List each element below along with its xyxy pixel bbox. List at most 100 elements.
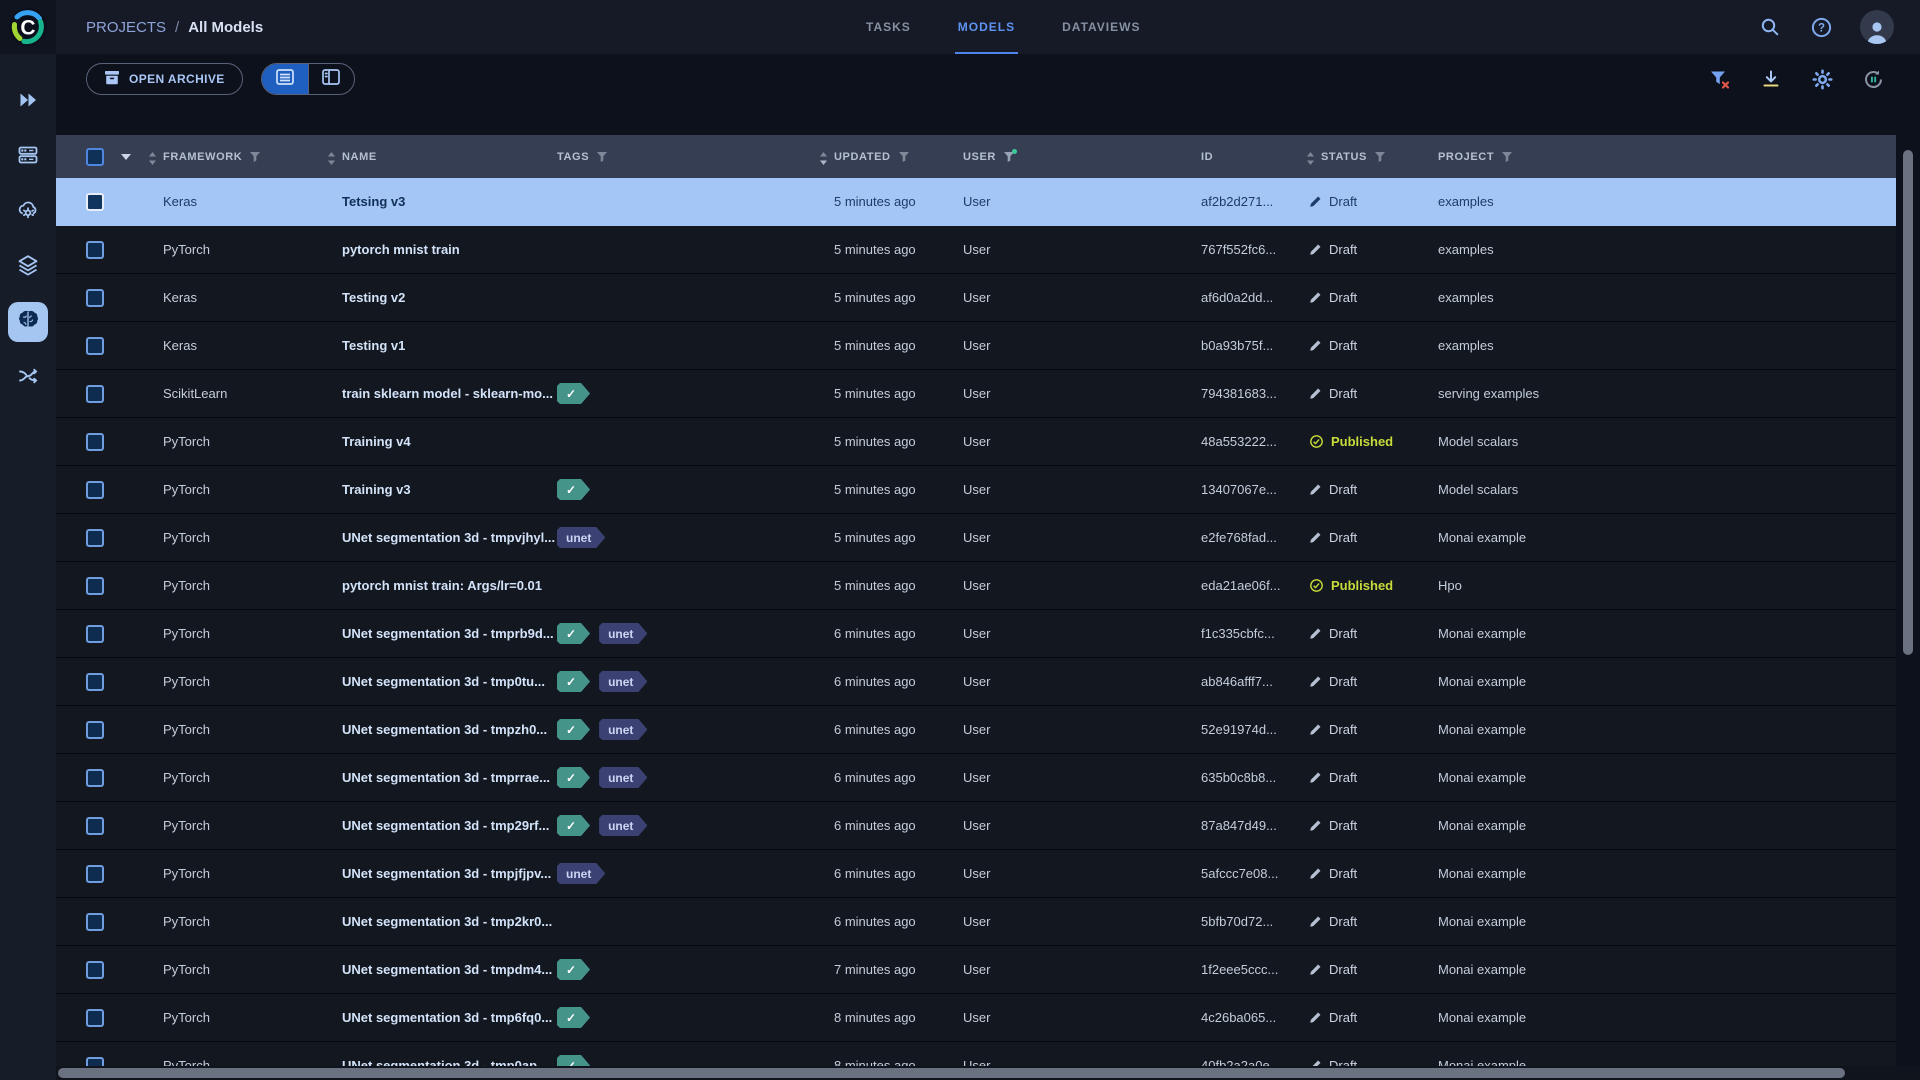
table-row[interactable]: PyTorch pytorch mnist train 5 minutes ag… <box>56 226 1896 274</box>
table-row[interactable]: PyTorch UNet segmentation 3d - tmp0ap...… <box>56 1042 1896 1066</box>
auto-refresh-icon[interactable] <box>1861 67 1885 91</box>
table-row[interactable]: Keras Testing v2 5 minutes ago User af6d… <box>56 274 1896 322</box>
table-row[interactable]: PyTorch Training v4 5 minutes ago User 4… <box>56 418 1896 466</box>
clear-filters-icon[interactable] <box>1708 67 1732 91</box>
id-cell[interactable]: 5afccc7e08... <box>1201 866 1321 881</box>
filter-icon[interactable] <box>249 151 261 163</box>
row-checkbox[interactable] <box>86 817 104 835</box>
tab-models[interactable]: MODELS <box>955 0 1018 54</box>
table-row[interactable]: PyTorch UNet segmentation 3d - tmp0tu...… <box>56 658 1896 706</box>
vertical-scrollbar[interactable] <box>1903 150 1913 655</box>
table-row[interactable]: Keras Testing v1 5 minutes ago User b0a9… <box>56 322 1896 370</box>
filter-icon[interactable] <box>1374 151 1386 163</box>
row-checkbox[interactable] <box>86 865 104 883</box>
row-checkbox[interactable] <box>86 769 104 787</box>
id-cell[interactable]: eda21ae06f... <box>1201 578 1321 593</box>
model-name-link[interactable]: pytorch mnist train <box>342 242 557 257</box>
header-updated-label[interactable]: UPDATED <box>834 151 891 163</box>
help-icon[interactable]: ? <box>1809 15 1833 39</box>
sort-icon[interactable] <box>819 152 828 165</box>
model-name-link[interactable]: Training v4 <box>342 434 557 449</box>
sidebar-item-applications[interactable] <box>8 192 48 232</box>
sidebar-item-datasets[interactable] <box>8 247 48 287</box>
table-row[interactable]: PyTorch UNet segmentation 3d - tmprb9d..… <box>56 610 1896 658</box>
row-checkbox[interactable] <box>86 337 104 355</box>
row-checkbox[interactable] <box>86 433 104 451</box>
row-checkbox[interactable] <box>86 721 104 739</box>
model-name-link[interactable]: UNet segmentation 3d - tmp0ap... <box>342 1058 557 1066</box>
table-settings-gear-icon[interactable] <box>1810 67 1834 91</box>
row-checkbox[interactable] <box>86 193 104 211</box>
filter-icon[interactable] <box>1501 151 1513 163</box>
sidebar-item-models[interactable] <box>8 302 48 342</box>
header-user-label[interactable]: USER <box>963 151 996 163</box>
id-cell[interactable]: 87a847d49... <box>1201 818 1321 833</box>
model-name-link[interactable]: UNet segmentation 3d - tmp0tu... <box>342 674 557 689</box>
model-name-link[interactable]: UNet segmentation 3d - tmp6fq0... <box>342 1010 557 1025</box>
split-view-toggle[interactable] <box>308 64 354 94</box>
row-checkbox[interactable] <box>86 961 104 979</box>
header-tags-label[interactable]: TAGS <box>557 151 589 163</box>
row-checkbox[interactable] <box>86 1009 104 1027</box>
filter-icon-active[interactable] <box>1003 151 1015 163</box>
filter-icon[interactable] <box>898 151 910 163</box>
profile-avatar[interactable] <box>1860 10 1894 44</box>
id-cell[interactable]: ab846afff7... <box>1201 674 1321 689</box>
id-cell[interactable]: 1f2eee5ccc... <box>1201 962 1321 977</box>
table-row[interactable]: PyTorch UNet segmentation 3d - tmp2kr0..… <box>56 898 1896 946</box>
sidebar-item-projects[interactable] <box>8 82 48 122</box>
model-name-link[interactable]: pytorch mnist train: Args/lr=0.01 <box>342 578 557 593</box>
open-archive-button[interactable]: OPEN ARCHIVE <box>86 63 243 95</box>
model-name-link[interactable]: UNet segmentation 3d - tmprb9d... <box>342 626 557 641</box>
table-row[interactable]: PyTorch UNet segmentation 3d - tmpjfjpv.… <box>56 850 1896 898</box>
model-name-link[interactable]: Testing v2 <box>342 290 557 305</box>
breadcrumb-projects[interactable]: PROJECTS <box>86 19 166 36</box>
row-checkbox[interactable] <box>86 913 104 931</box>
horizontal-scrollbar[interactable] <box>58 1068 1845 1078</box>
header-name-label[interactable]: NAME <box>342 151 377 163</box>
table-row[interactable]: PyTorch Training v3 ✓ 5 minutes ago User… <box>56 466 1896 514</box>
model-name-link[interactable]: UNet segmentation 3d - tmp29rf... <box>342 818 557 833</box>
row-checkbox[interactable] <box>86 481 104 499</box>
id-cell[interactable]: 52e91974d... <box>1201 722 1321 737</box>
id-cell[interactable]: 13407067e... <box>1201 482 1321 497</box>
download-icon[interactable] <box>1759 67 1783 91</box>
table-row[interactable]: PyTorch UNet segmentation 3d - tmp29rf..… <box>56 802 1896 850</box>
table-row[interactable]: PyTorch pytorch mnist train: Args/lr=0.0… <box>56 562 1896 610</box>
table-row[interactable]: PyTorch UNet segmentation 3d - tmpzh0...… <box>56 706 1896 754</box>
row-checkbox[interactable] <box>86 673 104 691</box>
sidebar-item-workers-queues[interactable] <box>8 137 48 177</box>
row-checkbox[interactable] <box>86 289 104 307</box>
table-row[interactable]: PyTorch UNet segmentation 3d - tmpdm4...… <box>56 946 1896 994</box>
model-name-link[interactable]: UNet segmentation 3d - tmpzh0... <box>342 722 557 737</box>
model-name-link[interactable]: UNet segmentation 3d - tmpvjhyl... <box>342 530 557 545</box>
table-row[interactable]: PyTorch UNet segmentation 3d - tmpvjhyl.… <box>56 514 1896 562</box>
id-cell[interactable]: 767f552fc6... <box>1201 242 1321 257</box>
id-cell[interactable]: 635b0c8b8... <box>1201 770 1321 785</box>
row-checkbox[interactable] <box>86 625 104 643</box>
table-row[interactable]: PyTorch UNet segmentation 3d - tmp6fq0..… <box>56 994 1896 1042</box>
tab-tasks[interactable]: TASKS <box>863 0 914 54</box>
sort-icon[interactable] <box>327 152 336 165</box>
table-view-toggle[interactable] <box>262 64 308 94</box>
row-checkbox[interactable] <box>86 577 104 595</box>
header-project-label[interactable]: PROJECT <box>1438 151 1494 163</box>
row-checkbox[interactable] <box>86 385 104 403</box>
sidebar-item-pipelines[interactable] <box>8 357 48 397</box>
clearml-logo[interactable]: C <box>0 0 56 54</box>
id-cell[interactable]: b0a93b75f... <box>1201 338 1321 353</box>
id-cell[interactable]: e2fe768fad... <box>1201 530 1321 545</box>
id-cell[interactable]: f1c335cbfc... <box>1201 626 1321 641</box>
model-name-link[interactable]: Testing v1 <box>342 338 557 353</box>
id-cell[interactable]: 4c26ba065... <box>1201 1010 1321 1025</box>
model-name-link[interactable]: UNet segmentation 3d - tmprrae... <box>342 770 557 785</box>
search-icon[interactable] <box>1758 15 1782 39</box>
id-cell[interactable]: 5bfb70d72... <box>1201 914 1321 929</box>
id-cell[interactable]: af2b2d271... <box>1201 194 1321 209</box>
header-status-label[interactable]: STATUS <box>1321 151 1367 163</box>
tab-dataviews[interactable]: DATAVIEWS <box>1059 0 1143 54</box>
id-cell[interactable]: 48a553222... <box>1201 434 1321 449</box>
sort-icon[interactable] <box>1306 152 1315 165</box>
table-row[interactable]: Keras Tetsing v3 5 minutes ago User af2b… <box>56 178 1896 226</box>
row-checkbox[interactable] <box>86 529 104 547</box>
